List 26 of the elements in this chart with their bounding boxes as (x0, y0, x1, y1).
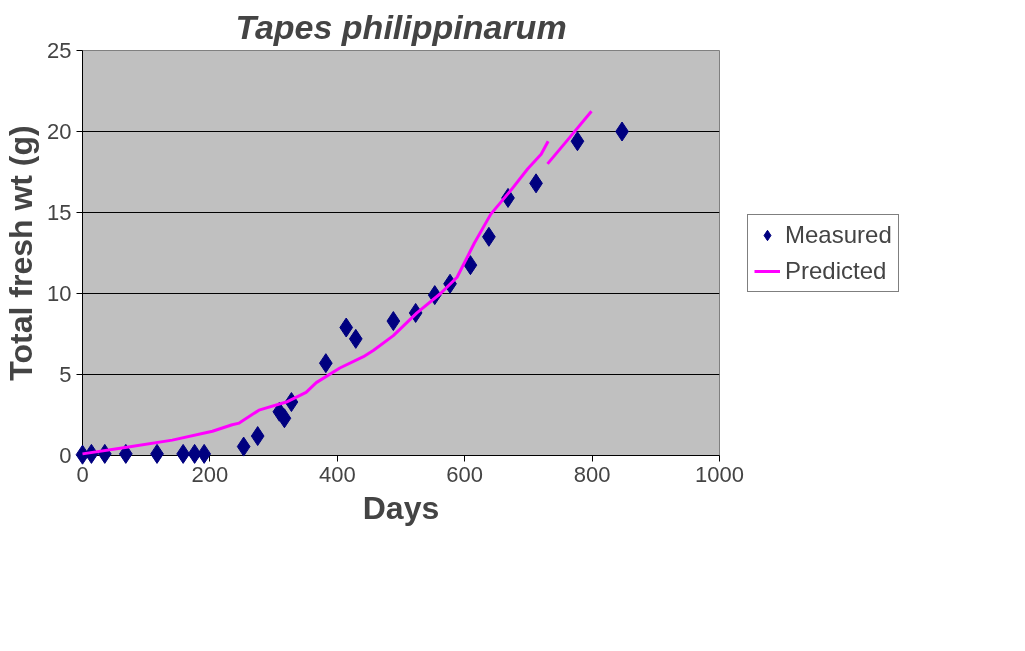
x-tick-label: 200 (191, 461, 229, 487)
point (277, 408, 292, 429)
chart-title: Tapes philippinarum (235, 7, 567, 46)
y-tick-label: 0 (59, 443, 72, 468)
point (386, 311, 401, 332)
x-tick-label: 400 (318, 461, 356, 487)
y-tick-label: 10 (47, 281, 72, 306)
point (250, 426, 265, 447)
y-axis-title: Total fresh wt (g) (3, 125, 40, 381)
x-tick-label: 800 (573, 461, 611, 487)
y-tick-label: 20 (47, 119, 72, 144)
point (236, 436, 251, 457)
y-tick-label: 15 (47, 200, 72, 225)
point (463, 255, 478, 276)
point (348, 328, 363, 349)
legend-label: Predicted (785, 256, 887, 285)
y-tick-label: 5 (59, 362, 72, 387)
legend-label: Measured (785, 220, 892, 249)
x-tick-label: 1000 (695, 461, 744, 487)
x-tick-label: 0 (76, 461, 89, 487)
point (339, 317, 354, 338)
x-tick-label: 600 (446, 461, 484, 487)
point (187, 443, 202, 464)
y-tick-label: 25 (47, 38, 72, 63)
x-axis-title: Days (362, 489, 440, 526)
point (570, 131, 585, 152)
